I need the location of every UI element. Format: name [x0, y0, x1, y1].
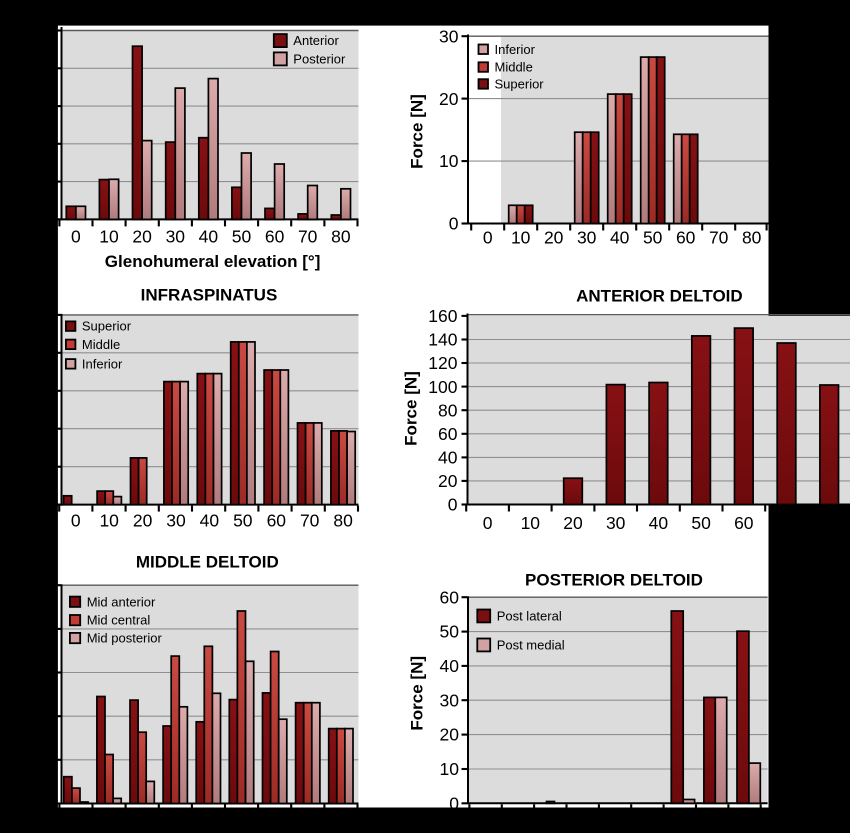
- svg-text:Superior: Superior: [82, 319, 132, 334]
- svg-text:Middle: Middle: [495, 60, 533, 75]
- svg-text:0: 0: [483, 513, 493, 533]
- svg-text:20: 20: [440, 725, 460, 745]
- svg-text:60: 60: [265, 227, 285, 247]
- svg-text:60: 60: [440, 587, 460, 607]
- svg-text:50: 50: [691, 513, 711, 533]
- svg-text:Middle: Middle: [82, 337, 120, 352]
- svg-text:Mid anterior: Mid anterior: [87, 594, 156, 609]
- svg-text:60: 60: [676, 228, 696, 248]
- svg-text:Force [N]: Force [N]: [407, 94, 426, 169]
- svg-text:70: 70: [300, 511, 320, 531]
- svg-text:60: 60: [438, 424, 458, 444]
- svg-text:30: 30: [577, 228, 597, 248]
- svg-text:INFRASPINATUS: INFRASPINATUS: [141, 285, 278, 304]
- svg-text:40: 40: [649, 513, 669, 533]
- svg-text:160: 160: [428, 306, 457, 326]
- svg-text:0: 0: [71, 511, 81, 531]
- svg-text:20: 20: [133, 511, 153, 531]
- svg-text:120: 120: [428, 353, 457, 373]
- svg-text:10: 10: [99, 227, 119, 247]
- svg-text:0: 0: [71, 227, 81, 247]
- svg-text:80: 80: [331, 227, 351, 247]
- svg-text:20: 20: [132, 227, 152, 247]
- svg-text:70: 70: [298, 227, 318, 247]
- svg-text:10: 10: [99, 511, 119, 531]
- svg-text:20: 20: [439, 89, 459, 109]
- svg-text:70: 70: [709, 228, 729, 248]
- svg-text:Force [N]: Force [N]: [402, 371, 421, 446]
- svg-text:Inferior: Inferior: [82, 356, 123, 371]
- svg-text:Inferior: Inferior: [495, 42, 536, 57]
- svg-text:Superior: Superior: [495, 77, 545, 92]
- svg-text:100: 100: [428, 377, 457, 397]
- svg-text:20: 20: [544, 228, 564, 248]
- svg-text:50: 50: [232, 227, 252, 247]
- svg-text:10: 10: [439, 151, 459, 171]
- svg-text:60: 60: [267, 511, 287, 531]
- svg-text:40: 40: [200, 511, 220, 531]
- svg-text:0: 0: [449, 214, 459, 234]
- svg-text:40: 40: [438, 448, 458, 468]
- svg-text:0: 0: [448, 495, 458, 515]
- svg-text:40: 40: [199, 227, 219, 247]
- svg-text:30: 30: [440, 690, 460, 710]
- svg-text:20: 20: [438, 471, 458, 491]
- svg-text:40: 40: [440, 656, 460, 676]
- svg-text:Mid central: Mid central: [87, 613, 151, 628]
- svg-text:10: 10: [521, 513, 541, 533]
- svg-text:140: 140: [428, 330, 457, 350]
- svg-text:30: 30: [439, 26, 459, 46]
- svg-text:30: 30: [606, 513, 626, 533]
- svg-text:40: 40: [610, 228, 630, 248]
- svg-text:50: 50: [643, 228, 663, 248]
- svg-text:0: 0: [449, 793, 459, 813]
- svg-text:Glenohumeral elevation [°]: Glenohumeral elevation [°]: [105, 252, 321, 271]
- svg-text:50: 50: [233, 511, 253, 531]
- svg-text:80: 80: [333, 511, 353, 531]
- svg-text:10: 10: [440, 759, 460, 779]
- svg-text:80: 80: [742, 228, 762, 248]
- svg-text:30: 30: [166, 511, 186, 531]
- svg-text:20: 20: [563, 513, 583, 533]
- svg-text:Post lateral: Post lateral: [497, 609, 562, 624]
- svg-text:Anterior: Anterior: [293, 33, 339, 48]
- svg-text:POSTERIOR DELTOID: POSTERIOR DELTOID: [525, 571, 703, 590]
- svg-text:MIDDLE DELTOID: MIDDLE DELTOID: [136, 553, 279, 572]
- svg-text:Posterior: Posterior: [293, 51, 346, 66]
- svg-text:80: 80: [438, 400, 458, 420]
- svg-text:0: 0: [483, 228, 493, 248]
- svg-text:30: 30: [166, 227, 186, 247]
- svg-text:ANTERIOR DELTOID: ANTERIOR DELTOID: [576, 286, 743, 305]
- svg-text:Post medial: Post medial: [497, 638, 565, 653]
- svg-text:Force [N]: Force [N]: [408, 656, 427, 731]
- svg-text:60: 60: [734, 513, 754, 533]
- svg-text:10: 10: [511, 228, 531, 248]
- svg-text:Mid posterior: Mid posterior: [87, 631, 163, 646]
- svg-text:50: 50: [440, 622, 460, 642]
